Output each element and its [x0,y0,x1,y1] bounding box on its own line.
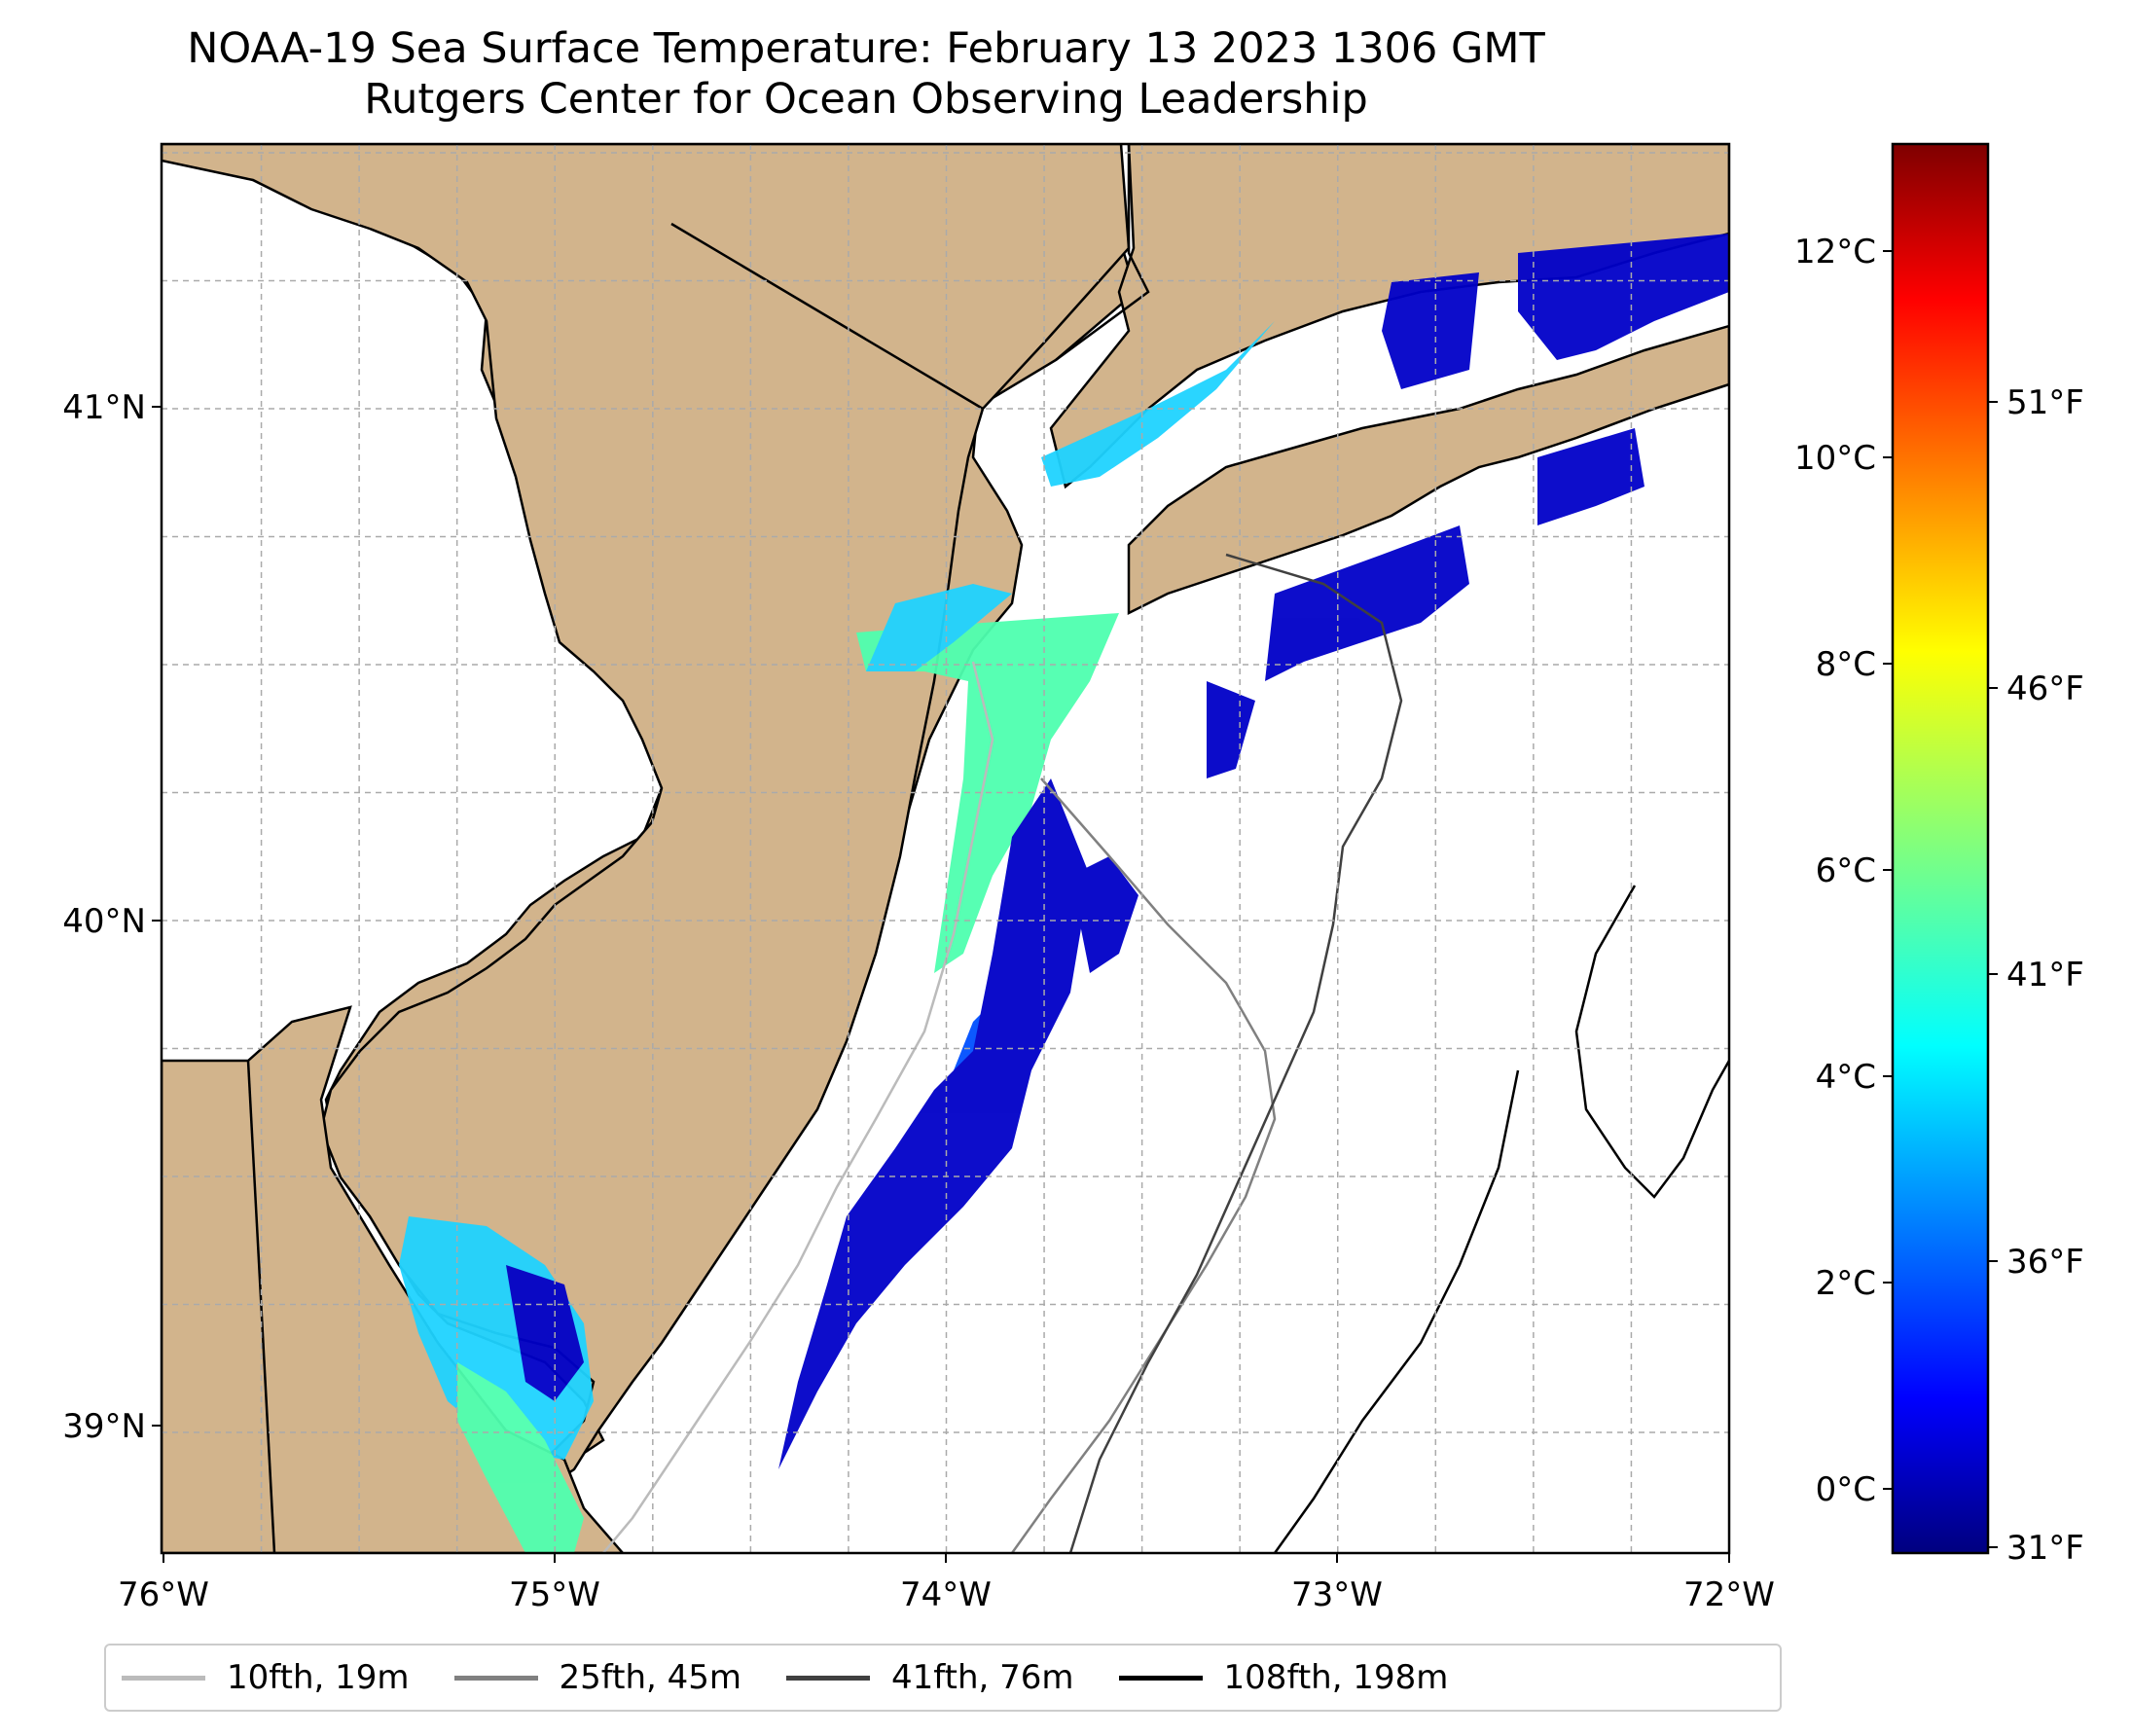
lon-tick-label-76w: 76°W [118,1575,209,1614]
celsius-tick-8: 8°C [1816,645,1876,684]
fahrenheit-tick-31: 31°F [2006,1529,2084,1568]
celsius-tick-10: 10°C [1794,439,1876,478]
isobath-108fth-2 [1273,1069,1520,1553]
state-boundaries [246,144,1150,1553]
legend-swatch-25fth [453,1675,538,1681]
fahrenheit-tick-46: 46°F [2006,669,2084,708]
isobath-10fth [602,661,994,1553]
lat-ticks: 41°N 40°N 39°N [62,388,162,1446]
map-title: NOAA-19 Sea Surface Temperature: Februar… [187,24,1545,73]
isobath-contours [602,553,1729,1553]
legend-item-41fth: 41fth, 76m [786,1658,1074,1697]
fahrenheit-tick-36: 36°F [2006,1243,2084,1282]
celsius-tick-0: 0°C [1816,1470,1876,1509]
colorbar-fahrenheit-ticks: 51°F 46°F 41°F 36°F 31°F [1988,383,2084,1568]
isobath-25fth [1010,778,1277,1553]
map-subtitle: Rutgers Center for Ocean Observing Leade… [364,75,1368,124]
legend-label: 10fth, 19m [227,1658,410,1697]
lon-ticks: 76°W 75°W 74°W 73°W 72°W [118,1553,1775,1614]
colorbar [1891,142,1990,1555]
legend-item-25fth: 25fth, 45m [453,1658,742,1697]
legend-label: 41fth, 76m [891,1658,1074,1697]
legend-swatch-108fth [1118,1675,1203,1681]
lat-tick-label-40n: 40°N [62,902,146,941]
land-nj [162,144,1131,1491]
lon-tick-label-73w: 73°W [1291,1575,1383,1614]
celsius-tick-6: 6°C [1816,851,1876,890]
map-gridlines [162,144,1729,1553]
colorbar-celsius-ticks: 12°C 10°C 8°C 6°C 4°C 2°C 0°C [1794,233,1893,1509]
legend-label: 108fth, 198m [1223,1658,1449,1697]
celsius-tick-4: 4°C [1816,1058,1876,1097]
lon-tick-label-75w: 75°W [509,1575,600,1614]
legend-swatch-10fth [122,1675,205,1681]
isobath-41fth [1068,553,1403,1553]
lon-tick-label-74w: 74°W [900,1575,992,1614]
celsius-tick-12: 12°C [1794,233,1876,271]
legend-swatch-41fth [786,1675,871,1681]
legend-item-10fth: 10fth, 19m [122,1658,410,1697]
isobath-108fth [1574,885,1729,1199]
fahrenheit-tick-51: 51°F [2006,383,2084,422]
celsius-tick-2: 2°C [1816,1264,1876,1303]
isobath-legend: 10fth, 19m 25fth, 45m 41fth, 76m 108fth,… [104,1644,1782,1712]
fahrenheit-tick-41: 41°F [2006,956,2084,995]
lon-tick-label-72w: 72°W [1683,1575,1775,1614]
lat-tick-label-39n: 39°N [62,1407,146,1446]
lat-tick-label-41n: 41°N [62,388,146,427]
legend-label: 25fth, 45m [559,1658,742,1697]
legend-item-108fth: 108fth, 198m [1118,1658,1449,1697]
